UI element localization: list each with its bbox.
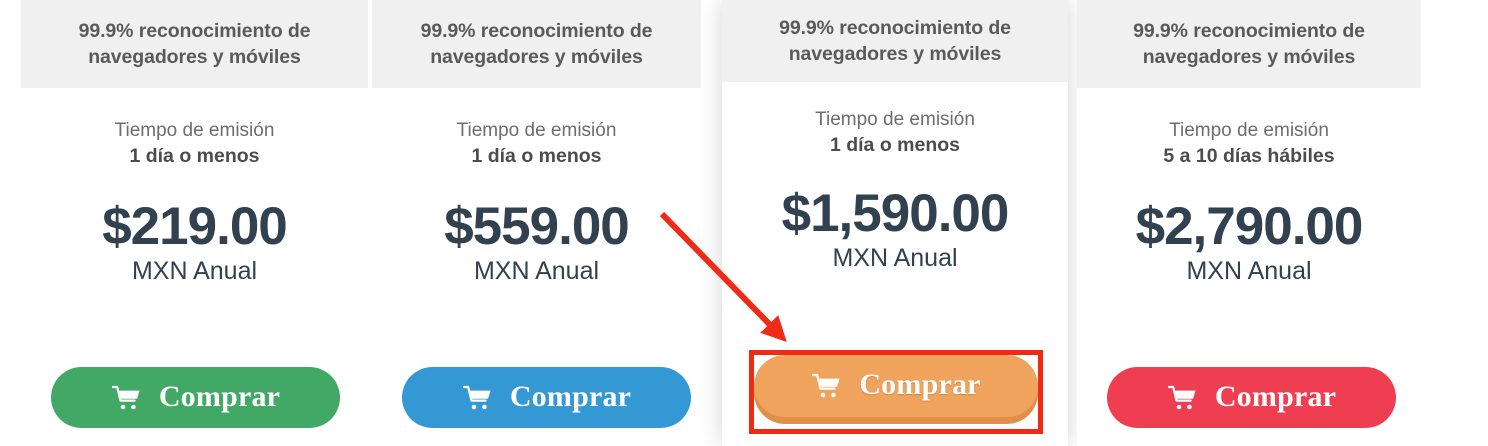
card-header-text: 99.9% reconocimiento de navegadores y mó… bbox=[420, 20, 653, 68]
comprar-button-label: Comprar bbox=[158, 379, 281, 413]
card-body-1: Tiempo de emisión 1 día o menos $219.00 … bbox=[21, 88, 368, 286]
comprar-button-label: Comprar bbox=[1214, 379, 1337, 413]
comprar-button-plan-3[interactable]: Comprar bbox=[754, 355, 1038, 417]
price-currency: MXN Anual bbox=[131, 257, 258, 285]
pricing-card-1: 99.9% reconocimiento de navegadores y mó… bbox=[21, 0, 368, 446]
comprar-button-label: Comprar bbox=[509, 379, 632, 413]
card-body-2: Tiempo de emisión 1 día o menos $559.00 … bbox=[372, 88, 701, 286]
price-amount: $219.00 bbox=[102, 197, 288, 256]
price-currency: MXN Anual bbox=[832, 244, 958, 272]
card-body-4: Tiempo de emisión 5 a 10 días hábiles $2… bbox=[1077, 88, 1421, 286]
issue-time-value: 1 día o menos bbox=[471, 145, 602, 167]
shopping-cart-icon bbox=[462, 384, 494, 412]
comprar-button-plan-1[interactable]: Comprar bbox=[51, 367, 340, 428]
issue-time-value: 1 día o menos bbox=[829, 134, 961, 156]
comprar-button-label: Comprar bbox=[859, 368, 981, 401]
price-amount: $2,790.00 bbox=[1135, 197, 1364, 256]
shopping-cart-icon bbox=[811, 372, 843, 400]
card-header-3: 99.9% reconocimiento de navegadores y mó… bbox=[722, 0, 1068, 82]
shopping-cart-icon bbox=[111, 384, 143, 412]
price-currency: MXN Anual bbox=[1186, 257, 1312, 285]
issue-time-value: 5 a 10 días hábiles bbox=[1163, 145, 1335, 167]
price-amount: $559.00 bbox=[444, 197, 630, 256]
card-header-1: 99.9% reconocimiento de navegadores y mó… bbox=[21, 0, 368, 88]
issue-time-label: Tiempo de emisión bbox=[114, 120, 275, 141]
card-header-2: 99.9% reconocimiento de navegadores y mó… bbox=[372, 0, 701, 88]
issue-time-label: Tiempo de emisión bbox=[1169, 120, 1329, 141]
pricing-card-3-featured: 99.9% reconocimiento de navegadores y mó… bbox=[722, 0, 1068, 446]
price-amount: $1,590.00 bbox=[781, 184, 1010, 243]
issue-time-label: Tiempo de emisión bbox=[815, 109, 975, 130]
card-header-text: 99.9% reconocimiento de navegadores y mó… bbox=[1133, 20, 1365, 68]
shopping-cart-icon bbox=[1167, 384, 1199, 412]
card-header-text: 99.9% reconocimiento de navegadores y mó… bbox=[78, 20, 311, 68]
price-currency: MXN Anual bbox=[473, 257, 600, 285]
pricing-card-2: 99.9% reconocimiento de navegadores y mó… bbox=[372, 0, 701, 446]
issue-time-value: 1 día o menos bbox=[129, 145, 260, 167]
pricing-card-4: 99.9% reconocimiento de navegadores y mó… bbox=[1077, 0, 1421, 446]
comprar-button-plan-4[interactable]: Comprar bbox=[1107, 367, 1396, 428]
comprar-button-plan-2[interactable]: Comprar bbox=[402, 367, 691, 428]
issue-time-label: Tiempo de emisión bbox=[456, 120, 617, 141]
card-body-3: Tiempo de emisión 1 día o menos $1,590.0… bbox=[722, 82, 1068, 273]
card-header-text: 99.9% reconocimiento de navegadores y mó… bbox=[779, 17, 1011, 65]
card-header-4: 99.9% reconocimiento de navegadores y mó… bbox=[1077, 0, 1421, 88]
